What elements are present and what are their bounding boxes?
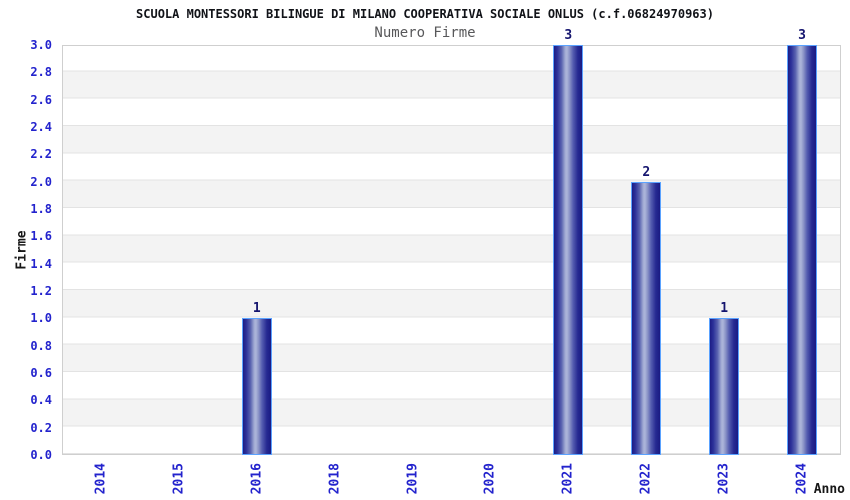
y-tick-label: 3.0 — [30, 38, 52, 52]
x-tick-label: 2022 — [638, 463, 654, 495]
y-tick-label: 2.2 — [30, 147, 52, 162]
y-tick-label: 0.2 — [30, 420, 52, 435]
bar-value-label: 1 — [720, 301, 729, 317]
bar-value-label: 3 — [564, 28, 573, 43]
x-tick-label: 2018 — [327, 463, 343, 495]
y-tick-label: 0.6 — [30, 366, 52, 380]
x-tick-label: 2021 — [560, 463, 576, 495]
bar-2021 — [553, 45, 584, 455]
x-tick-label: 2016 — [249, 463, 265, 495]
chart-subtitle: Numero Firme — [374, 25, 476, 41]
y-tick-label: 1.0 — [30, 311, 52, 326]
y-tick-label: 1.8 — [30, 202, 52, 216]
bar-value-label: 1 — [252, 301, 261, 317]
y-tick-label: 2.4 — [30, 120, 52, 134]
bar-value-label: 3 — [798, 28, 806, 43]
x-tick-label: 2014 — [93, 463, 109, 495]
x-axis-title: Anno — [813, 482, 845, 497]
y-tick-label: 2.8 — [30, 65, 52, 80]
y-tick-label: 2.6 — [30, 92, 52, 107]
bar-2022 — [631, 181, 662, 455]
y-tick-label: 2.0 — [30, 174, 52, 189]
y-tick-label: 0.0 — [30, 448, 52, 462]
chart-title: SCUOLA MONTESSORI BILINGUE DI MILANO COO… — [136, 7, 714, 21]
y-tick-label: 1.4 — [30, 256, 52, 271]
bar-2024 — [787, 45, 818, 455]
x-tick-label: 2023 — [716, 463, 732, 495]
y-tick-label: 0.8 — [30, 338, 52, 353]
y-tick-label: 1.6 — [30, 229, 52, 244]
x-tick-label: 2015 — [171, 463, 187, 495]
x-tick-label: 2020 — [482, 463, 498, 495]
y-tick-label: 0.4 — [30, 393, 52, 408]
bar-2023 — [709, 318, 740, 455]
bar-value-label: 2 — [642, 164, 651, 180]
x-tick-label: 2019 — [405, 463, 421, 495]
y-tick-label: 1.2 — [30, 284, 52, 298]
x-tick-label: 2024 — [794, 463, 810, 495]
bar-2016 — [241, 318, 272, 455]
y-axis-title: Firme — [14, 230, 30, 270]
